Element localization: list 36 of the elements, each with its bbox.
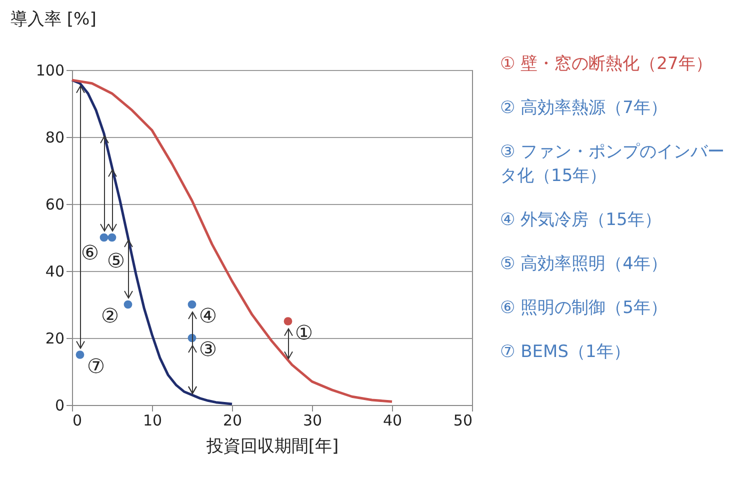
- annotation: ⑤: [107, 248, 125, 272]
- line-series: [70, 78, 234, 406]
- x-tick-label: 30: [302, 412, 322, 430]
- y-tick-label: 0: [54, 396, 64, 414]
- point: [100, 233, 108, 242]
- point: [108, 233, 116, 242]
- y-axis-title: 導入率 [%]: [10, 10, 96, 30]
- text: ④ 外気冷房（15年）: [500, 209, 662, 232]
- text: ③ ファン・ポンプのインバータ化（15年）: [500, 141, 726, 188]
- annotation: ①: [295, 320, 313, 344]
- text: ① 壁・窓の断熱化（27年）: [500, 53, 714, 76]
- point: [284, 317, 292, 326]
- point: [124, 300, 132, 309]
- point: [188, 300, 196, 309]
- text: ② 高効率熱源（7年）: [500, 97, 668, 120]
- x-axis-title: 投資回収期間[年]: [205, 436, 339, 456]
- y-tick-label: 100: [36, 62, 64, 80]
- text: ⑥ 照明の制御（5年）: [500, 297, 668, 320]
- x-tick-label: 10: [142, 412, 162, 430]
- annotation: ⑥: [81, 240, 99, 264]
- x-tick-label: 50: [453, 412, 472, 430]
- x-tick-label: 0: [72, 412, 82, 430]
- annotation: ③: [199, 337, 217, 361]
- text: ⑦ BEMS（1年）: [500, 341, 632, 364]
- y-tick-label: 40: [45, 262, 64, 280]
- line-series: [70, 78, 394, 403]
- y-tick-label: 80: [45, 128, 64, 146]
- text: ⑤ 高効率照明（4年）: [500, 253, 668, 276]
- annotation: ⑦: [87, 354, 105, 378]
- y-tick-label: 20: [45, 330, 64, 348]
- annotation: ④: [199, 304, 217, 328]
- x-tick-label: 20: [222, 412, 242, 430]
- annotation: ②: [101, 304, 119, 328]
- y-tick-label: 60: [45, 196, 64, 214]
- x-tick-label: 40: [382, 412, 402, 430]
- point: [76, 350, 84, 359]
